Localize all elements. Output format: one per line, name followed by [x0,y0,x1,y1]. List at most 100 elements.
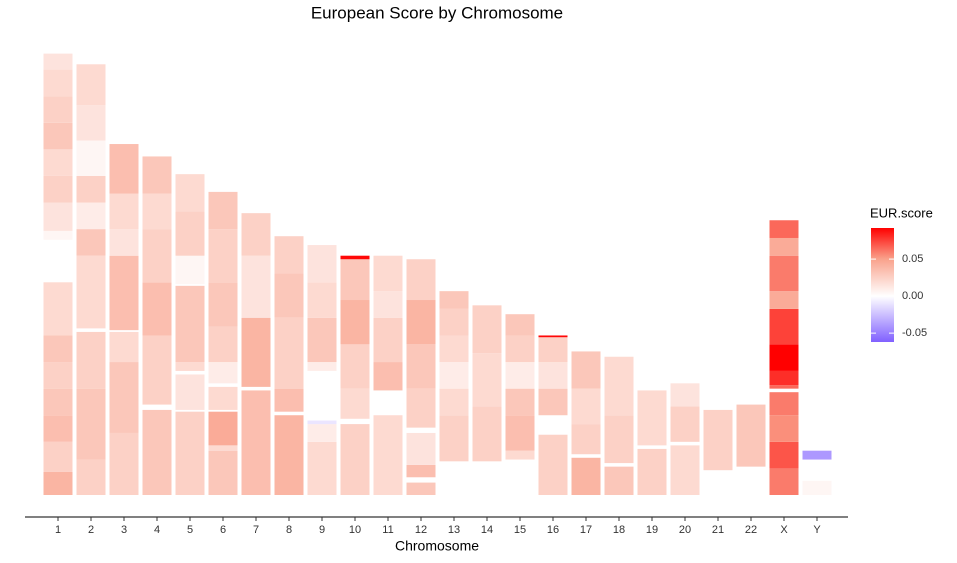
segment [373,415,403,495]
segment [43,69,73,97]
segment [208,326,238,363]
segment [769,468,799,495]
segment [241,255,271,318]
segment [802,450,832,460]
segment [340,300,370,345]
segment [769,255,799,292]
x-tick-label: 6 [220,524,226,536]
x-tick-label: 18 [613,524,625,536]
segment [505,450,535,460]
segment [274,317,304,389]
segment [208,362,238,384]
segment [670,406,700,442]
segment [472,305,502,354]
segment [76,105,106,141]
segment [472,353,502,407]
segment [76,255,106,329]
segment [43,441,73,472]
segment [340,255,370,260]
segment [43,362,73,389]
segment [307,420,337,425]
segment [142,193,172,230]
segment [406,259,436,301]
segment [307,424,337,442]
x-tick-label: 21 [712,524,724,536]
segment [571,388,601,425]
segment [769,385,799,389]
segment [505,415,535,451]
segment [142,229,172,283]
segment [769,237,799,256]
segment [406,432,436,465]
segment [307,441,337,495]
segment [736,404,766,467]
segment [439,335,469,363]
segment [43,53,73,70]
segment [43,230,73,240]
segment [76,202,106,230]
segment [175,362,205,371]
segment [208,411,238,446]
x-tick-label: 12 [415,524,427,536]
x-tick-label: 13 [448,524,460,536]
x-axis-title: Chromosome [395,538,479,554]
segment [241,213,271,256]
x-tick-label: 22 [745,524,757,536]
segment [505,335,535,363]
segment [373,291,403,318]
segment [109,144,139,194]
segment [439,362,469,389]
segment [208,450,238,495]
segment [406,464,436,478]
segment [142,335,172,405]
x-tick-label: 3 [121,524,127,536]
segment [340,388,370,419]
segment [670,383,700,407]
segment [43,415,73,442]
segment [142,409,172,495]
segment [505,388,535,416]
x-tick-label: 8 [286,524,292,536]
segment [274,273,304,318]
x-tick-label: 20 [679,524,691,536]
x-tick-label: 9 [319,524,325,536]
segment [769,415,799,442]
x-tick-label: 14 [481,524,493,536]
segment [571,424,601,455]
segment [769,392,799,416]
segment [109,432,139,495]
segment [769,308,799,345]
segment [406,482,436,495]
segment [241,317,271,387]
segment [769,344,799,371]
segment [274,415,304,495]
segment [406,300,436,345]
segment [43,202,73,231]
segment [76,175,106,203]
segment [43,471,73,495]
segment [109,229,139,256]
x-tick-label: 7 [253,524,259,536]
segment [340,424,370,495]
segment [175,285,205,363]
segment [76,331,106,389]
x-tick-label: 11 [382,524,393,536]
segment [76,459,106,495]
segment [208,229,238,283]
x-tick-label: Y [813,524,821,536]
x-tick-label: 17 [580,524,592,536]
segment [670,445,700,495]
segment [43,96,73,123]
segment [406,388,436,428]
segment [43,149,73,176]
segment [604,356,634,416]
segment [76,388,106,460]
segment [769,370,799,386]
x-tick-label: 4 [154,524,160,536]
segment [43,282,73,336]
segment [76,140,106,176]
segment [538,434,568,495]
segment [373,317,403,363]
x-tick-label: 10 [349,524,361,536]
